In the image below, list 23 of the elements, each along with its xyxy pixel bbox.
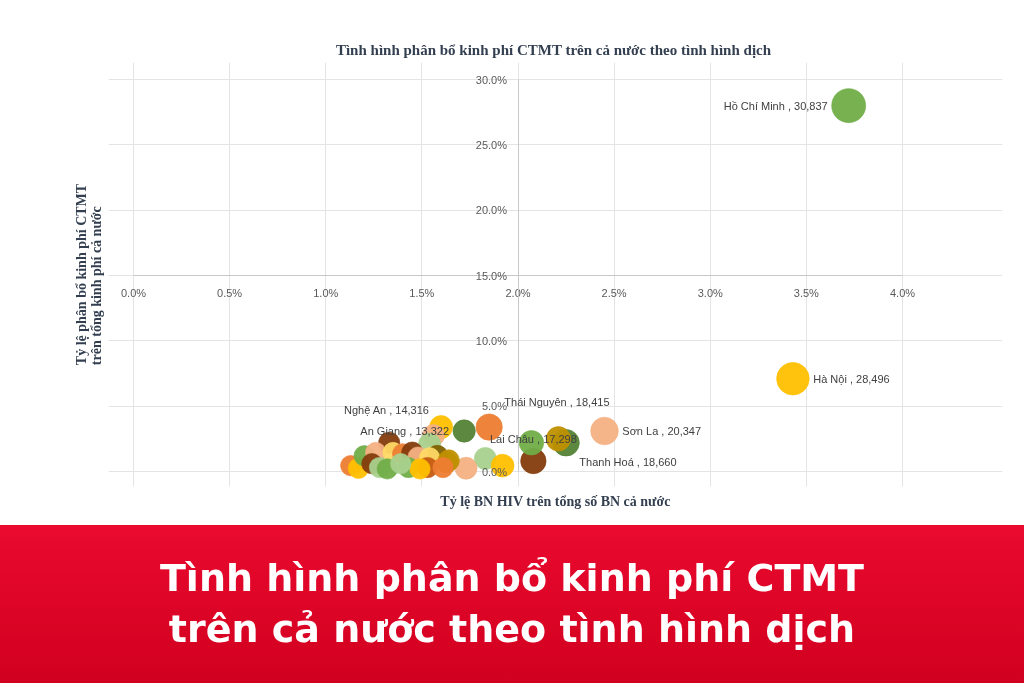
annotation: Sơn La , 20,347 <box>622 424 702 437</box>
x-tick-label: 2.0% <box>505 286 531 299</box>
annotation: Hồ Chí Minh , 30,837 <box>723 99 828 112</box>
annotation: Nghệ An , 14,316 <box>343 403 429 416</box>
x-tick-label: 0.5% <box>217 286 243 299</box>
y-tick-label: 25.0% <box>475 138 508 151</box>
y-tick-label: 30.0% <box>475 73 508 86</box>
y-tick-label: 20.0% <box>475 204 508 217</box>
x-tick-label: 1.0% <box>313 286 339 299</box>
x-tick-label: 3.5% <box>793 286 820 299</box>
x-tick-label: 3.0% <box>697 286 724 299</box>
y-tick-label: 10.0% <box>475 334 508 347</box>
x-tick-label: 4.0% <box>889 286 916 299</box>
x-tick-label: 2.5% <box>601 286 627 299</box>
x-tick-label: 1.5% <box>409 286 435 299</box>
x-axis-title: Tỷ lệ BN HIV trên tổng số BN cả nước <box>440 493 671 509</box>
annotation: Thanh Hoá , 18,660 <box>579 456 677 469</box>
x-tick-label: 0.0% <box>120 286 147 299</box>
text: Tình hình phân bổ kinh phí CTMT trên cả nước theo tình hình dịch <box>0 525 1024 683</box>
annotation: Hà Nội , 28,496 <box>813 372 890 385</box>
chart-title: Tình hình phân bổ kinh phí CTMT trên cả nước theo tình hình dịch <box>335 41 772 58</box>
y-axis-title: Tỷ lệ phân bổ kinh phí CTMT trên tổng kinh phí cả nước <box>73 183 104 366</box>
y-tick-label: 15.0% <box>475 269 508 282</box>
